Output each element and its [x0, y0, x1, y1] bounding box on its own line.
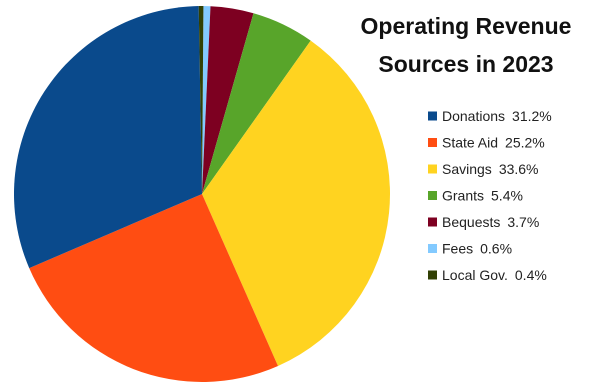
pie-slice-savings	[202, 40, 390, 366]
chart-title-line-2: Sources in 2023	[378, 51, 553, 77]
legend-series-name: Grants	[442, 188, 484, 204]
legend-series-name: State Aid	[442, 135, 498, 151]
legend-item-fees: Fees 0.6%	[428, 241, 512, 257]
pie-slice-local-gov	[198, 6, 204, 195]
legend-series-value: 33.6%	[499, 161, 539, 177]
pie-slices	[14, 6, 390, 382]
chart-title-line-1: Operating Revenue	[361, 13, 572, 39]
pie-slice-donations	[14, 6, 203, 269]
legend-item-donations: Donations 31.2%	[428, 108, 552, 124]
legend-swatch-donations	[428, 111, 437, 121]
legend-swatch-savings	[428, 164, 437, 174]
legend-label-savings: Savings 33.6%	[442, 161, 539, 177]
legend-series-value: 25.2%	[505, 135, 545, 151]
legend-item-bequests: Bequests 3.7%	[428, 214, 539, 230]
legend-item-local-gov: Local Gov. 0.4%	[428, 267, 547, 283]
legend-series-name: Bequests	[442, 214, 500, 230]
legend-swatch-fees	[428, 244, 437, 253]
legend: Donations 31.2% State Aid 25.2% Savings 33.6%…	[428, 108, 552, 283]
legend-series-name: Donations	[442, 108, 505, 124]
legend-series-name: Fees	[442, 241, 473, 257]
legend-item-grants: Grants 5.4%	[428, 188, 523, 204]
legend-item-savings: Savings 33.6%	[428, 161, 539, 177]
legend-label-local-gov: Local Gov. 0.4%	[442, 267, 547, 283]
legend-series-value: 31.2%	[512, 108, 552, 124]
legend-swatch-bequests	[428, 217, 437, 227]
legend-label-grants: Grants 5.4%	[442, 188, 523, 204]
pie-slice-fees	[202, 6, 211, 194]
legend-series-value: 0.4%	[515, 267, 547, 283]
chart-title: Operating Revenue Sources in 2023	[361, 13, 572, 77]
legend-label-fees: Fees 0.6%	[442, 241, 512, 257]
legend-item-state-aid: State Aid 25.2%	[428, 135, 545, 151]
pie-slice-bequests	[202, 6, 254, 195]
legend-series-value: 3.7%	[507, 214, 539, 230]
legend-series-name: Local Gov.	[442, 267, 508, 283]
legend-swatch-local-gov	[428, 270, 437, 280]
legend-label-donations: Donations 31.2%	[442, 108, 552, 124]
legend-swatch-state-aid	[428, 138, 437, 147]
legend-series-name: Savings	[442, 161, 492, 177]
pie-slice-state-aid	[29, 194, 278, 382]
legend-series-value: 5.4%	[491, 188, 523, 204]
legend-label-state-aid: State Aid 25.2%	[442, 135, 545, 151]
pie-slice-grants	[202, 13, 311, 194]
legend-series-value: 0.6%	[480, 241, 512, 257]
legend-swatch-grants	[428, 191, 437, 200]
legend-label-bequests: Bequests 3.7%	[442, 214, 539, 230]
